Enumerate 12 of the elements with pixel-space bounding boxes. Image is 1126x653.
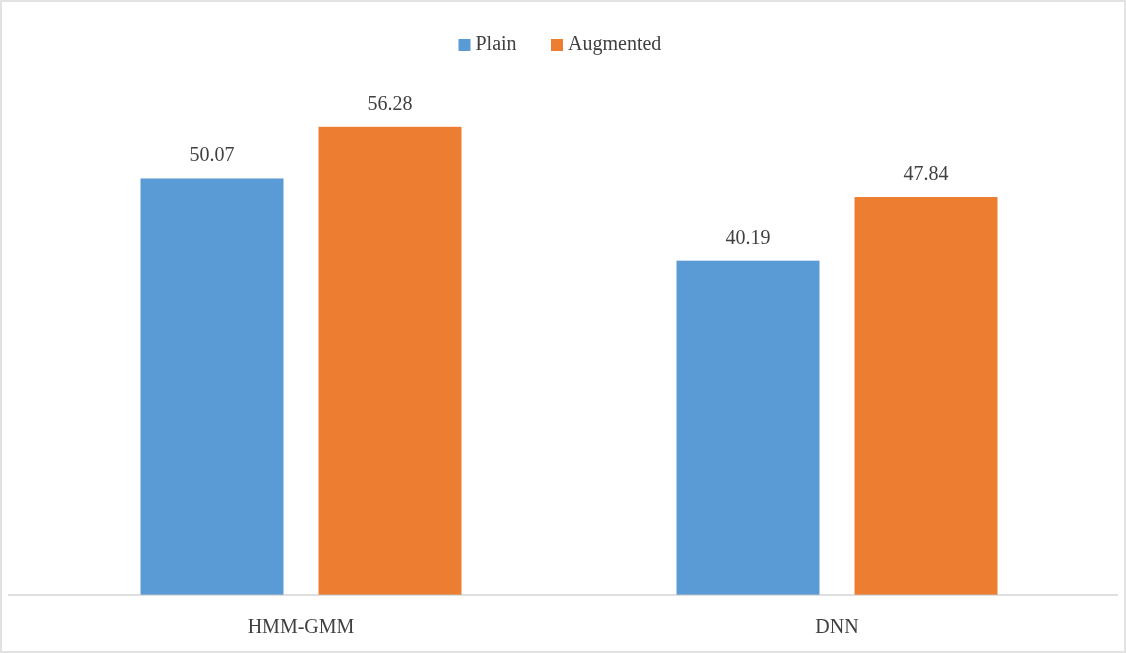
x-tick-label: HMM-GMM: [247, 615, 355, 637]
data-label: 40.19: [725, 225, 771, 248]
bar: [140, 178, 284, 595]
x-tick-label: DNN: [815, 615, 859, 637]
legend-label: Augmented: [568, 31, 662, 55]
data-label: 50.07: [189, 143, 235, 166]
data-label: 47.84: [903, 162, 949, 185]
data-label: 56.28: [367, 91, 413, 114]
bar: [676, 260, 820, 595]
legend-label: Plain: [475, 31, 517, 54]
bar: [318, 126, 462, 595]
bar: [854, 197, 998, 595]
